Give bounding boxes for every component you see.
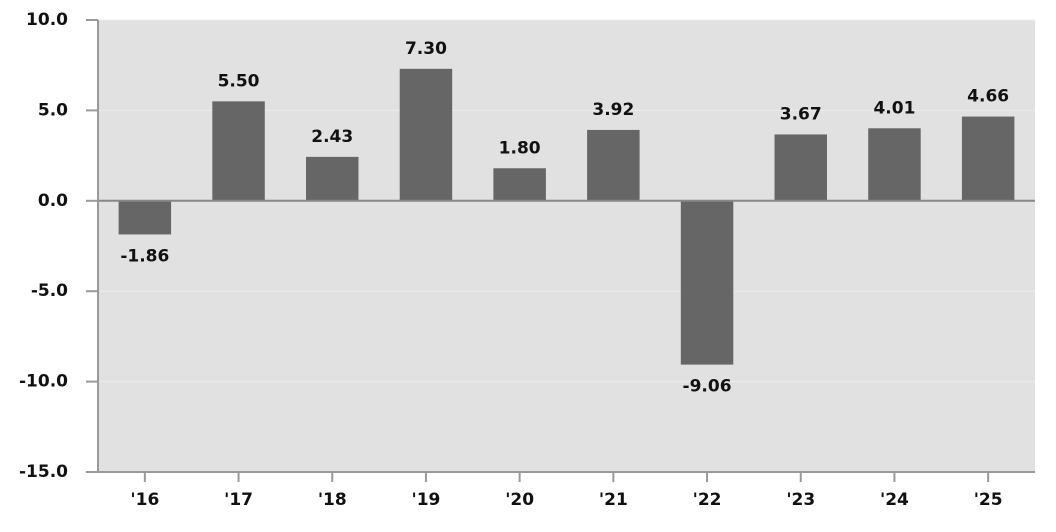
bar bbox=[680, 200, 734, 365]
y-tick-label: -10.0 bbox=[19, 372, 68, 392]
x-tick-label: '17 bbox=[224, 490, 253, 510]
y-tick-label: 5.0 bbox=[38, 100, 68, 120]
x-tick-label: '18 bbox=[318, 490, 347, 510]
value-label: 5.50 bbox=[218, 71, 260, 91]
y-tick-label: 10.0 bbox=[26, 10, 68, 30]
x-tick-label: '23 bbox=[786, 490, 815, 510]
value-label: 2.43 bbox=[311, 127, 353, 147]
bar bbox=[212, 101, 265, 201]
x-tick-label: '22 bbox=[693, 490, 722, 510]
x-tick-label: '25 bbox=[974, 490, 1003, 510]
bar bbox=[587, 129, 640, 201]
bar bbox=[399, 68, 453, 201]
value-label: 4.01 bbox=[873, 98, 915, 118]
value-label: 4.66 bbox=[967, 87, 1009, 107]
value-label: -9.06 bbox=[683, 377, 732, 397]
y-tick-label: -5.0 bbox=[31, 281, 68, 301]
value-label: 3.67 bbox=[780, 104, 822, 124]
value-label: 7.30 bbox=[405, 39, 447, 59]
y-tick-label: -15.0 bbox=[19, 462, 68, 482]
x-tick-label: '19 bbox=[412, 490, 441, 510]
plot-area bbox=[98, 20, 1035, 472]
bar bbox=[774, 134, 827, 201]
bar bbox=[868, 128, 921, 201]
x-tick-label: '16 bbox=[130, 490, 159, 510]
value-label: 3.92 bbox=[592, 100, 634, 120]
y-tick-label: 0.0 bbox=[38, 191, 68, 211]
value-label: 1.80 bbox=[499, 138, 541, 158]
value-label: -1.86 bbox=[120, 246, 169, 266]
x-tick-label: '20 bbox=[505, 490, 534, 510]
bar bbox=[306, 156, 359, 201]
bar bbox=[118, 200, 172, 235]
bar bbox=[961, 116, 1015, 201]
x-tick-label: '24 bbox=[880, 490, 909, 510]
x-tick-label: '21 bbox=[599, 490, 628, 510]
bar bbox=[493, 168, 546, 201]
